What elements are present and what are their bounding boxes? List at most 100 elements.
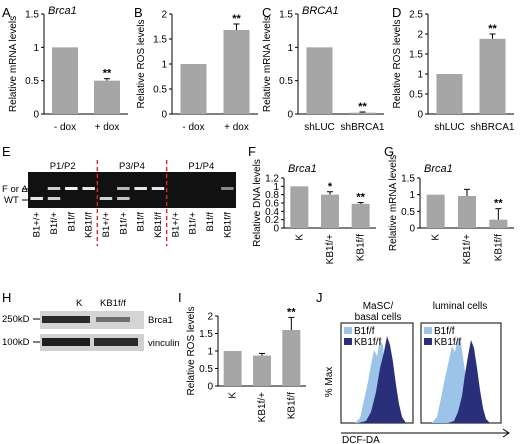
y-tick-label-c: 1.5 [279,10,293,21]
bar-f-1 [321,194,339,228]
blot-lane-label-k: K [76,298,83,309]
chart-c: 0 0.5 1 1.5 Relative mRNA levels BRCA1 shLUC **… [262,5,385,133]
y-tick-label-d: 2.5 [409,10,423,21]
gel-band-upper-7 [151,187,165,190]
flow-title-basal-2: basal cells [355,312,402,323]
y-tick-label-d: 2 [417,30,423,41]
y-axis-label-g: Relative mRNA levels [388,155,399,251]
y-axis-label-b: Relative ROS levels [136,20,147,109]
y-axis-label-f: Relative DNA levels [252,159,263,247]
band-label-wt: WT [4,195,19,206]
legend-swatch-basal-b1ff [344,327,352,334]
category-label-i-0: K [228,392,239,399]
blot-strip-brca1 [40,311,144,329]
gel-group-label-2: P1/P4 [188,161,214,172]
gene-label-g: Brca1 [424,163,453,175]
flow-xaxis-arrowhead [502,428,510,438]
panel-label-h: H [2,290,11,305]
histogram-luminal-kb1ff [448,340,490,423]
band-label-flox: F or Δ [2,184,29,195]
legend-luminal-kb1ff: KB1f/f [434,337,461,348]
category-label-g-0: K [431,234,442,241]
gel-band-lower-5 [117,197,130,200]
blot-band-vinculin-k [42,338,90,346]
blot-lane-label-kb1ff: KB1f/f [100,298,126,309]
chart-i: 0 0.5 1 1.5 2 Relative ROS levels K KB1f/+ ** KB1… [186,306,306,422]
gel-band-lower-4 [99,197,113,200]
y-tick-label-d: 0.5 [409,90,423,101]
significance-g-2: ** [494,198,503,210]
protein-label-vinculin: vinculin [148,338,180,349]
protein-label-brca1: Brca1 [148,315,173,326]
y-tick-label-c: 0 [287,110,293,121]
western-blot-h: K KB1f/f 250kD 100kD Brca1 vinculin [2,298,180,351]
gel-lane-label-1: B1f/+ [49,212,60,235]
gel-lane-label-2: B1f/f [66,212,77,232]
y-tick-label-f: 0 [273,224,279,235]
significance-b-1: ** [232,13,241,25]
y-tick-label-a: 1 [33,43,39,54]
bar-f-2 [351,203,370,228]
y-tick-label-g: 0 [409,224,415,235]
y-tick-label-f: 0.6 [265,199,279,210]
y-tick-label-b: 2 [161,10,167,21]
panel-label-j: J [316,290,323,305]
category-label-c-1: shBRCA1 [341,122,385,133]
y-tick-label-a: 0.5 [25,76,39,87]
y-tick-label-i: 2 [207,312,213,323]
y-tick-label-c: 1 [287,43,293,54]
bar-g-0 [426,194,445,228]
y-tick-label-b: 0.5 [153,85,167,96]
blot-band-vinculin-kb1ff [94,338,138,346]
category-label-i-1: KB1f/+ [257,392,268,422]
y-axis-label-d: Relative ROS levels [392,20,403,109]
category-label-g-1: KB1f/+ [462,234,473,264]
gel-lane-label-7: KB1f/f [153,212,164,238]
significance-f-2: ** [356,192,365,204]
significance-i-2: ** [287,306,296,318]
y-tick-label-f: 1 [273,182,279,193]
y-tick-label-c: 0.5 [279,76,293,87]
gel-band-upper-2 [65,187,78,190]
panel-label-b: B [134,5,143,20]
legend-luminal-b1ff: B1f/f [434,326,455,337]
y-tick-label-i: 0.5 [199,364,213,375]
y-tick-label-d: 0 [417,110,423,121]
gel-lane-label-5: B1f/+ [118,212,129,235]
legend-swatch-luminal-b1ff [424,327,432,334]
flow-title-luminal: luminal cells [433,301,487,312]
y-tick-label-b: 0 [161,110,167,121]
category-label-i-2: KB1f/f [286,392,297,419]
panel-label-d: D [392,5,401,20]
category-label-f-0: K [294,234,305,241]
gel-band-upper-1 [47,187,61,190]
gene-label-f: Brca1 [288,163,317,175]
gel-image [28,172,236,208]
significance-f-1: * [328,181,333,193]
y-tick-label-f: 0.8 [265,190,279,201]
category-label-c-0: shLUC [304,122,335,133]
blot-band-brca1-kb1ff [96,317,130,322]
gel-band-upper-6 [134,187,147,190]
y-tick-label-i: 1 [207,347,213,358]
panel-label-i: I [178,290,182,305]
gel-lane-label-3: KB1f/f [84,212,95,238]
category-label-g-2: KB1f/f [493,234,504,261]
gel-lane-label-6: B1f/f [136,212,147,232]
gel-lane-label-8: B1+/+ [170,212,181,238]
gel-band-upper-11 [221,187,234,190]
gel-lane-labels: B1+/+ B1f/+ B1f/f KB1f/f B1+/+ B1f/+ B1f/f KB1f… [32,212,234,238]
bar-d-0 [436,74,463,114]
gel-group-label-1: P3/P4 [119,161,145,172]
bar-i-0 [223,351,242,386]
gel-lane-label-0: B1+/+ [32,212,43,238]
chart-b: 0 0.5 1 1.5 2 Relative ROS levels - dox ** + dox [136,10,258,133]
flow-ylabel: % Max [324,367,335,398]
y-axis-label-i: Relative ROS levels [186,307,197,396]
bar-b-1 [223,30,250,114]
y-tick-label-f: 1.2 [265,174,279,185]
significance-c-1: ** [358,101,367,113]
